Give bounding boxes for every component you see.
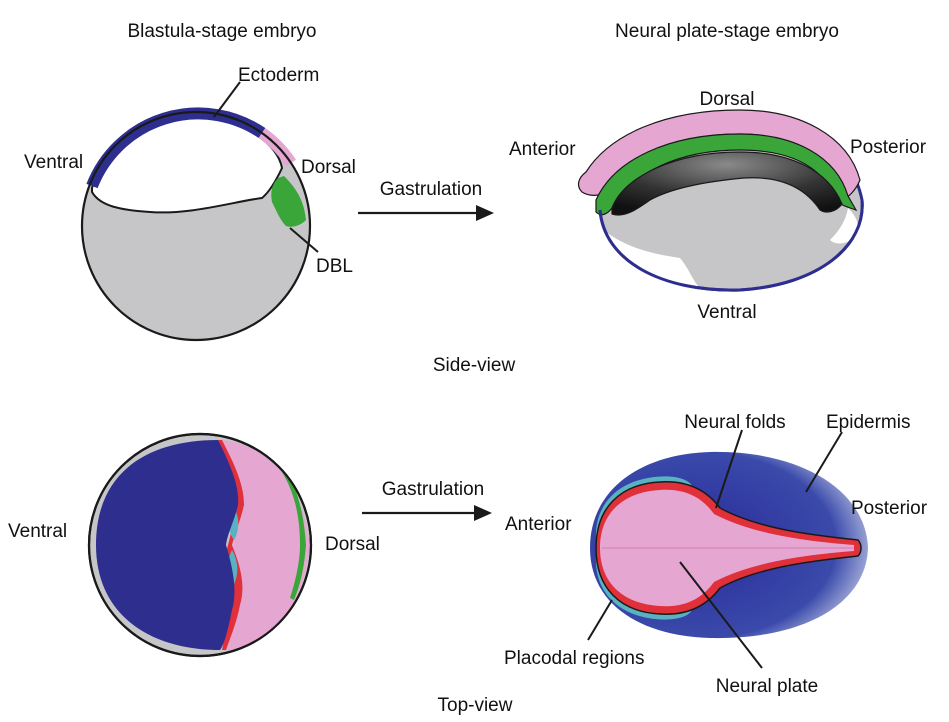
neural-folds-leader bbox=[715, 429, 743, 509]
label-dorsal-top: Dorsal bbox=[325, 534, 380, 555]
label-anterior-np: Anterior bbox=[509, 139, 576, 160]
neural-plate-leader bbox=[679, 561, 763, 669]
label-neural-folds: Neural folds bbox=[684, 412, 785, 433]
label-epidermis: Epidermis bbox=[826, 412, 910, 433]
gastrulation-arrow-top: Gastrulation bbox=[362, 479, 492, 521]
label-posterior-np: Posterior bbox=[850, 137, 927, 158]
label-neural-plate: Neural plate bbox=[716, 676, 818, 697]
side-view-caption: Side-view bbox=[433, 355, 516, 376]
label-ventral-side: Ventral bbox=[24, 152, 83, 173]
label-dorsal-side: Dorsal bbox=[301, 157, 356, 178]
top-pink-region bbox=[222, 440, 310, 650]
label-posterior-top: Posterior bbox=[851, 498, 928, 519]
placodal-leader bbox=[587, 599, 613, 641]
top-green-strip bbox=[282, 470, 306, 600]
blastula-side-view: Blastula-stage embryo Ectoderm Ventral D… bbox=[24, 21, 356, 342]
neurula-top-view: Neural folds Epidermis Anterior Posterio… bbox=[504, 412, 928, 697]
top-view-caption: Top-view bbox=[438, 695, 513, 716]
epidermis-leader bbox=[805, 431, 843, 493]
label-anterior-top: Anterior bbox=[505, 514, 572, 535]
label-dorsal-np: Dorsal bbox=[700, 89, 755, 110]
neural-plate-side-view: Neural plate-stage embryo Dorsal Anterio… bbox=[509, 21, 927, 323]
arrow-label-side: Gastrulation bbox=[380, 179, 482, 200]
label-ventral-top: Ventral bbox=[8, 521, 67, 542]
dbl-leader bbox=[289, 227, 319, 253]
arrow-label-top: Gastrulation bbox=[382, 479, 484, 500]
blastula-top-view: Ventral Dorsal bbox=[8, 432, 380, 658]
dbl-green-region bbox=[271, 176, 306, 227]
label-dbl: DBL bbox=[316, 256, 353, 277]
label-placodal: Placodal regions bbox=[504, 648, 644, 669]
gastrulation-arrow-side: Gastrulation bbox=[358, 179, 494, 221]
neural-plate-title: Neural plate-stage embryo bbox=[615, 21, 839, 42]
label-ventral-np: Ventral bbox=[697, 302, 756, 323]
archenteron-cavity bbox=[611, 151, 843, 216]
top-blue-region bbox=[96, 440, 239, 650]
ectoderm-leader bbox=[213, 81, 241, 118]
blastula-title: Blastula-stage embryo bbox=[127, 21, 316, 42]
label-ectoderm: Ectoderm bbox=[238, 65, 319, 86]
